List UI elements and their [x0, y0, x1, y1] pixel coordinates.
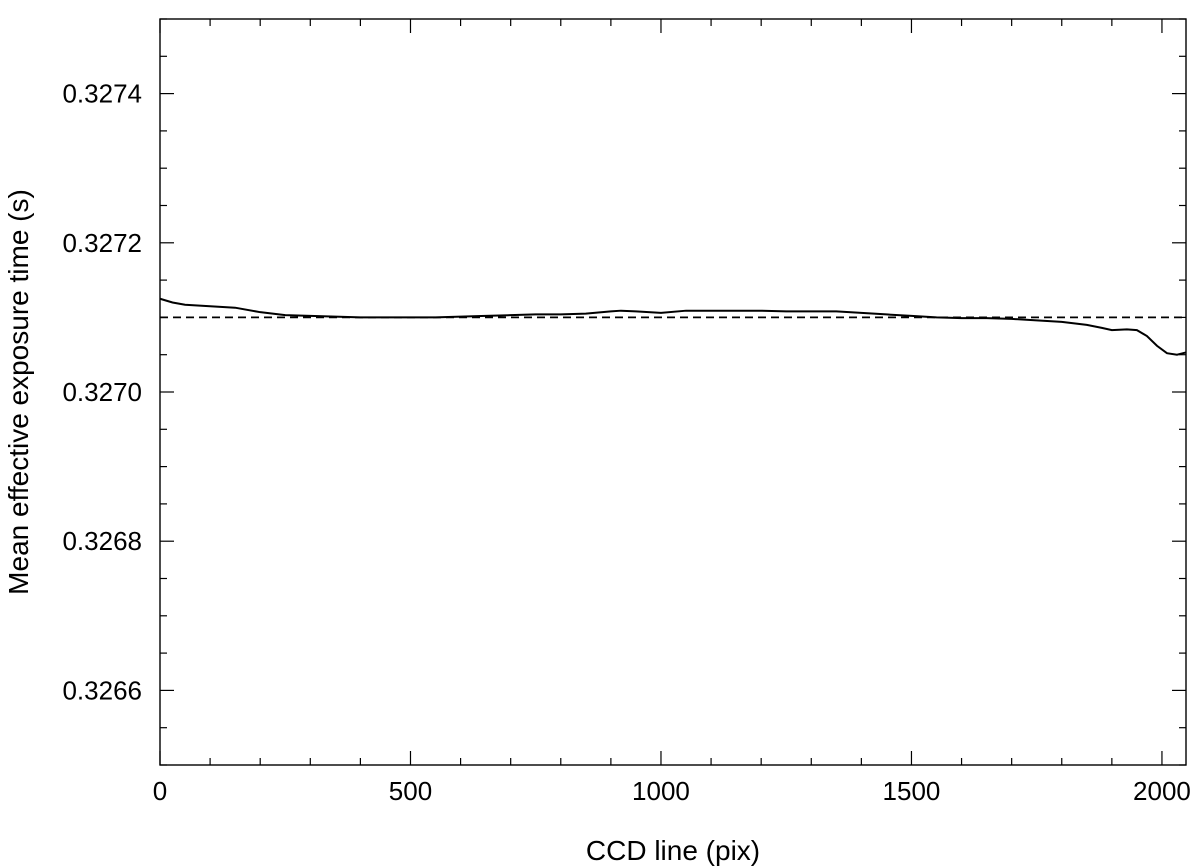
- x-tick-label: 500: [389, 776, 432, 806]
- plot-frame: [159, 18, 1187, 766]
- y-tick-labels: 0.3266 0.3268 0.3270 0.3272 0.3274: [62, 79, 142, 706]
- x-tick-labels: 0 500 1000 1500 2000: [153, 776, 1191, 806]
- x-tick-label: 1500: [883, 776, 941, 806]
- axis-ticks: [159, 18, 1186, 766]
- y-tick-label: 0.3266: [62, 675, 142, 705]
- x-tick-label: 0: [153, 776, 167, 806]
- y-axis-title: Mean effective exposure time (s): [3, 189, 34, 595]
- x-tick-label: 1000: [632, 776, 690, 806]
- x-tick-label: 2000: [1133, 776, 1191, 806]
- x-axis-title: CCD line (pix): [586, 835, 760, 866]
- y-tick-label: 0.3274: [62, 79, 142, 109]
- y-tick-label: 0.3268: [62, 526, 142, 556]
- series-line: [159, 297, 1187, 356]
- y-tick-label: 0.3270: [62, 377, 142, 407]
- y-tick-label: 0.3272: [62, 228, 142, 258]
